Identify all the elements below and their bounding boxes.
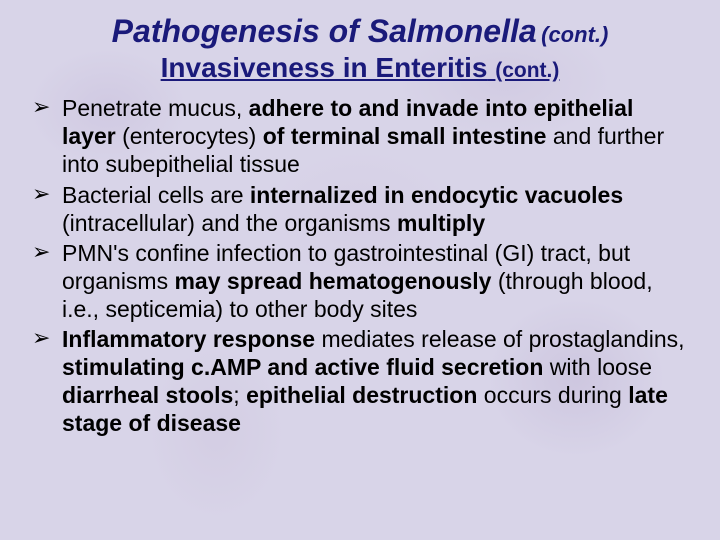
plain-text: Penetrate mucus,	[62, 95, 249, 121]
title-cont: (cont.)	[541, 22, 608, 47]
bold-text: of terminal small intestine	[263, 123, 553, 149]
plain-text: ;	[233, 382, 246, 408]
bold-text: internalized in endocytic vacuoles	[250, 182, 623, 208]
bold-text: Inflammatory response	[62, 326, 321, 352]
subtitle-main: Invasiveness in Enteritis	[161, 52, 488, 83]
list-item: Penetrate mucus, adhere to and invade in…	[32, 94, 692, 178]
plain-text: (enterocytes)	[122, 123, 263, 149]
bold-text: stimulating c.AMP and active fluid secre…	[62, 354, 550, 380]
plain-text: occurs during	[484, 382, 628, 408]
bold-text: may spread hematogenously	[174, 268, 497, 294]
bold-text: diarrheal stools	[62, 382, 233, 408]
slide-title: Pathogenesis of Salmonella (cont.)	[28, 12, 692, 50]
bullet-list: Penetrate mucus, adhere to and invade in…	[28, 94, 692, 437]
bold-text: multiply	[397, 210, 485, 236]
list-item: Inflammatory response mediates release o…	[32, 325, 692, 437]
bold-text: epithelial destruction	[246, 382, 484, 408]
plain-text: (intracellular) and the organisms	[62, 210, 397, 236]
slide-subtitle: Invasiveness in Enteritis (cont.)	[28, 52, 692, 84]
list-item: PMN's confine infection to gastrointesti…	[32, 239, 692, 323]
subtitle-cont: (cont.)	[495, 59, 559, 82]
plain-text: mediates release of prostaglandins,	[321, 326, 684, 352]
plain-text: with loose	[550, 354, 652, 380]
list-item: Bacterial cells are internalized in endo…	[32, 181, 692, 237]
title-main: Pathogenesis of Salmonella	[112, 13, 537, 49]
plain-text: Bacterial cells are	[62, 182, 250, 208]
